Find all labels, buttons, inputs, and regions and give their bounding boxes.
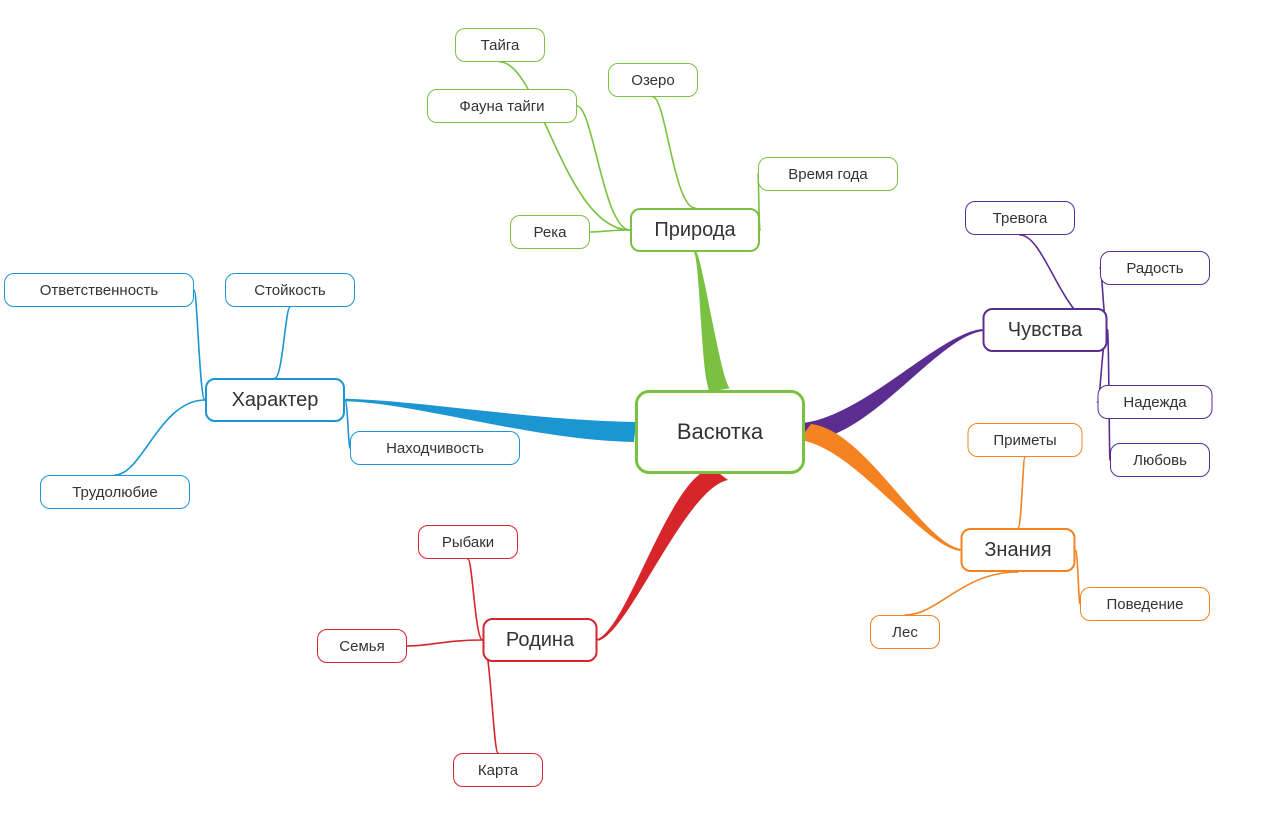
branch-node-nature: Природа	[630, 208, 760, 252]
mindmap-canvas: Васютка Природа Тайга Фауна тайги Озеро Время…	[0, 0, 1280, 822]
twig-edge	[407, 640, 483, 646]
leaf-node-nakhod: Находчивость	[350, 431, 520, 465]
trunk-edge	[694, 252, 730, 392]
leaf-node-label: Тревога	[993, 210, 1048, 227]
leaf-node-label: Радость	[1126, 260, 1183, 277]
leaf-node-label: Река	[534, 224, 567, 241]
leaf-node-ozero: Озеро	[608, 63, 698, 97]
leaf-node-trevoga: Тревога	[965, 201, 1075, 235]
leaf-node-label: Время года	[788, 166, 868, 183]
trunk-edge	[800, 329, 983, 441]
leaf-node-stoikost: Стойкость	[225, 273, 355, 307]
leaf-node-label: Ответственность	[40, 282, 159, 299]
leaf-node-karta: Карта	[453, 753, 543, 787]
leaf-node-label: Озеро	[631, 72, 674, 89]
branch-node-feelings: Чувства	[983, 308, 1108, 352]
leaf-node-label: Карта	[478, 762, 518, 779]
twig-edge	[275, 307, 290, 378]
leaf-node-label: Стойкость	[254, 282, 326, 299]
branch-node-label: Чувства	[1008, 319, 1082, 342]
leaf-node-lyubov: Любовь	[1110, 443, 1210, 477]
leaf-node-povedenie: Поведение	[1080, 587, 1210, 621]
twig-edge	[653, 97, 695, 208]
twig-edge	[905, 572, 1018, 615]
leaf-node-label: Трудолюбие	[72, 484, 158, 501]
leaf-node-label: Поведение	[1106, 596, 1183, 613]
leaf-node-label: Находчивость	[386, 440, 484, 457]
leaf-node-trud: Трудолюбие	[40, 475, 190, 509]
leaf-node-label: Семья	[339, 638, 384, 655]
leaf-node-nadezhda: Надежда	[1098, 385, 1213, 419]
branch-node-kharakter: Характер	[205, 378, 345, 422]
branch-node-label: Знания	[984, 539, 1051, 562]
center-node-root: Васютка	[635, 390, 805, 474]
branch-node-znaniya: Знания	[961, 528, 1076, 572]
leaf-node-fauna: Фауна тайги	[427, 89, 577, 123]
leaf-node-label: Рыбаки	[442, 534, 494, 551]
leaf-node-label: Приметы	[993, 432, 1056, 449]
leaf-node-les: Лес	[870, 615, 940, 649]
leaf-node-label: Любовь	[1133, 452, 1187, 469]
twig-edge	[590, 230, 630, 232]
twig-edge	[468, 559, 483, 640]
leaf-node-label: Лес	[892, 624, 918, 641]
trunk-edge	[799, 424, 961, 551]
leaf-node-taiga: Тайга	[455, 28, 545, 62]
center-node-label: Васютка	[677, 419, 763, 445]
leaf-node-rybaki: Рыбаки	[418, 525, 518, 559]
leaf-node-season: Время года	[758, 157, 898, 191]
leaf-node-semya: Семья	[317, 629, 407, 663]
branch-node-label: Природа	[654, 219, 735, 242]
trunk-edge	[597, 468, 729, 641]
branch-node-label: Характер	[232, 389, 319, 412]
leaf-node-radost: Радость	[1100, 251, 1210, 285]
leaf-node-label: Надежда	[1123, 394, 1186, 411]
twig-edge	[194, 290, 205, 400]
twig-edge	[115, 400, 205, 475]
branch-node-rodina: Родина	[483, 618, 598, 662]
leaf-node-label: Фауна тайги	[459, 98, 544, 115]
leaf-node-river: Река	[510, 215, 590, 249]
branch-node-label: Родина	[506, 629, 574, 652]
twig-edge	[577, 106, 630, 230]
leaf-node-otvetstv: Ответственность	[4, 273, 194, 307]
leaf-node-primety: Приметы	[968, 423, 1083, 457]
leaf-node-label: Тайга	[481, 37, 520, 54]
twig-edge	[1018, 457, 1025, 528]
